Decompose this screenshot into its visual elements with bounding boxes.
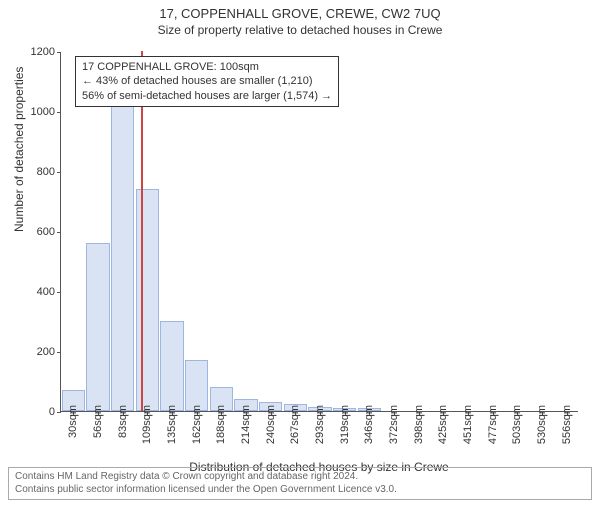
x-tick-label: 214sqm [240, 405, 252, 444]
x-tick-label: 135sqm [166, 405, 178, 444]
x-tick-label: 240sqm [265, 405, 277, 444]
y-tick-label: 200 [21, 346, 55, 358]
y-tick-label: 800 [21, 166, 55, 178]
x-tick-label: 556sqm [561, 405, 573, 444]
y-axis-label: Number of detached properties [12, 67, 26, 232]
plot-region: 02004006008001000120030sqm56sqm83sqm109s… [60, 52, 578, 412]
histogram-bar [111, 95, 134, 412]
info-box-line-3: 56% of semi-detached houses are larger (… [82, 89, 332, 103]
y-tick-label: 1200 [21, 46, 55, 58]
y-tick-mark [57, 52, 61, 53]
x-tick-label: 530sqm [536, 405, 548, 444]
y-tick-mark [57, 412, 61, 413]
x-tick-label: 372sqm [388, 405, 400, 444]
y-tick-mark [57, 172, 61, 173]
x-tick-label: 425sqm [437, 405, 449, 444]
page-subtitle: Size of property relative to detached ho… [0, 23, 600, 37]
x-tick-label: 267sqm [289, 405, 301, 444]
x-tick-label: 30sqm [67, 405, 79, 438]
x-tick-label: 398sqm [413, 405, 425, 444]
y-tick-mark [57, 352, 61, 353]
footer-attribution: Contains HM Land Registry data © Crown c… [8, 467, 592, 500]
x-tick-label: 319sqm [339, 405, 351, 444]
x-tick-label: 346sqm [363, 405, 375, 444]
y-tick-label: 600 [21, 226, 55, 238]
page-title: 17, COPPENHALL GROVE, CREWE, CW2 7UQ [0, 6, 600, 21]
chart-area: 02004006008001000120030sqm56sqm83sqm109s… [60, 52, 578, 412]
x-tick-label: 83sqm [117, 405, 129, 438]
y-tick-mark [57, 232, 61, 233]
histogram-bar [136, 189, 159, 411]
footer-line-1: Contains HM Land Registry data © Crown c… [15, 471, 585, 484]
histogram-bar [185, 360, 208, 411]
x-tick-label: 188sqm [215, 405, 227, 444]
footer-line-2: Contains public sector information licen… [15, 484, 585, 497]
x-tick-label: 451sqm [462, 405, 474, 444]
info-box-line-1: 17 COPPENHALL GROVE: 100sqm [82, 60, 332, 74]
x-tick-label: 56sqm [92, 405, 104, 438]
y-tick-mark [57, 292, 61, 293]
x-tick-label: 162sqm [191, 405, 203, 444]
x-tick-label: 503sqm [511, 405, 523, 444]
y-tick-label: 400 [21, 286, 55, 298]
y-tick-label: 0 [21, 406, 55, 418]
x-tick-label: 477sqm [487, 405, 499, 444]
y-tick-label: 1000 [21, 106, 55, 118]
y-tick-mark [57, 112, 61, 113]
info-box-line-2: ← 43% of detached houses are smaller (1,… [82, 74, 332, 88]
histogram-bar [160, 321, 183, 411]
info-box: 17 COPPENHALL GROVE: 100sqm← 43% of deta… [75, 56, 339, 107]
histogram-bar [86, 243, 109, 411]
x-tick-label: 293sqm [314, 405, 326, 444]
